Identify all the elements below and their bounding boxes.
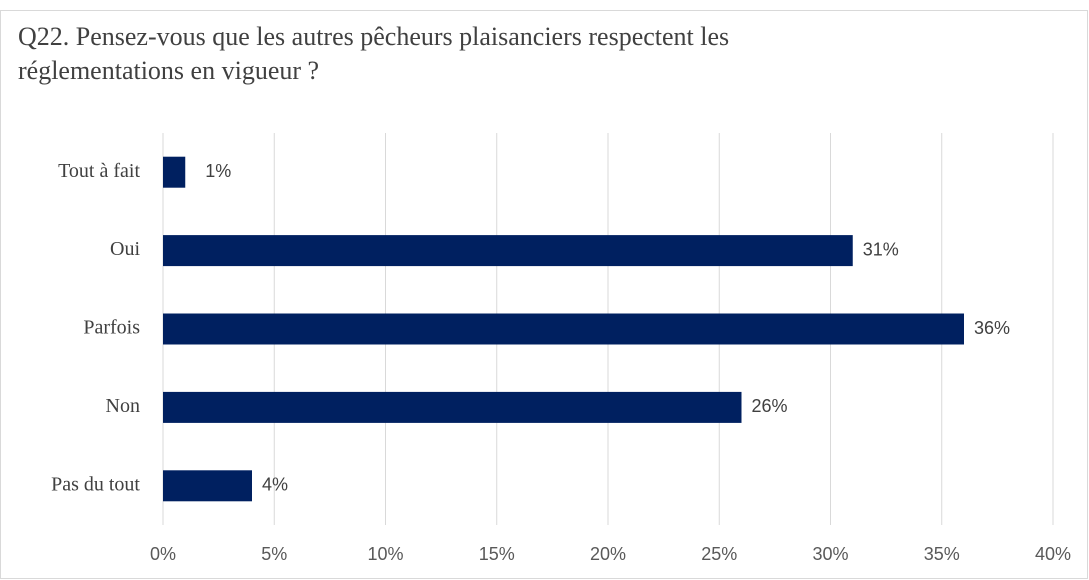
- value-label: 36%: [974, 318, 1010, 338]
- y-tick-label: Non: [106, 395, 140, 417]
- x-tick-label: 20%: [590, 544, 626, 564]
- x-tick-label: 5%: [261, 544, 287, 564]
- y-tick-label: Oui: [110, 238, 140, 260]
- value-label: 26%: [752, 396, 788, 416]
- x-tick-label: 25%: [701, 544, 737, 564]
- bar: [163, 470, 252, 502]
- x-tick-label: 40%: [1035, 544, 1071, 564]
- value-label: 1%: [205, 161, 231, 181]
- x-tick-label: 10%: [367, 544, 403, 564]
- x-tick-label: 30%: [812, 544, 848, 564]
- y-tick-label: Tout à fait: [58, 160, 140, 182]
- y-tick-label: Pas du tout: [51, 473, 140, 495]
- chart-border: [0, 10, 1088, 579]
- chart-title: Q22. Pensez-vous que les autres pêcheurs…: [18, 22, 730, 85]
- x-tick-label: 0%: [150, 544, 176, 564]
- x-tick-label: 15%: [479, 544, 515, 564]
- bar: [163, 156, 186, 188]
- bar: [163, 391, 742, 423]
- y-tick-label: Parfois: [83, 317, 140, 339]
- bar: [163, 235, 853, 267]
- value-label: 31%: [863, 239, 899, 259]
- value-label: 4%: [262, 475, 288, 495]
- bar: [163, 313, 964, 345]
- x-tick-label: 35%: [924, 544, 960, 564]
